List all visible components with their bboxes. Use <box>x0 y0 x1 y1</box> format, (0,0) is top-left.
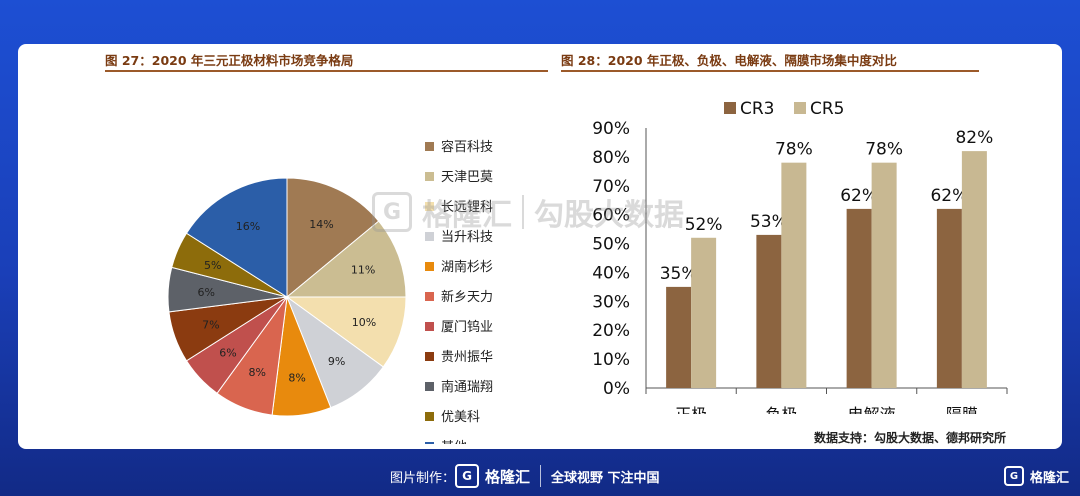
pie-slice-label: 14% <box>309 218 333 231</box>
bar-value-label: 53% <box>750 212 788 232</box>
pie-slice-label: 10% <box>352 316 376 329</box>
pie-slice-label: 5% <box>204 259 221 272</box>
bar-value-label: 62% <box>840 186 878 206</box>
legend-swatch <box>794 102 806 114</box>
pie-slice-label: 16% <box>236 220 260 233</box>
legend-label: 长远锂科 <box>441 200 493 215</box>
legend-swatch <box>425 232 434 241</box>
brand-logo-icon: G <box>455 464 480 488</box>
corner-brand: G 格隆汇 <box>1004 464 1069 488</box>
bar-cr5 <box>781 162 807 388</box>
legend-label: 天津巴莫 <box>441 170 493 185</box>
legend-label: 当升科技 <box>441 230 493 245</box>
pie-slice-label: 9% <box>328 355 345 368</box>
footer-brand: 格隆汇 <box>485 467 531 486</box>
footer-bar: 图片制作： G 格隆汇 全球视野 下注中国 G 格隆汇 <box>0 456 1080 496</box>
legend-swatch <box>425 322 434 331</box>
watermark: G 格隆汇 勾股大数据 <box>372 186 702 238</box>
right-figure-title: 图 28：2020 年正极、负极、电解液、隔膜市场集中度对比 <box>561 53 897 68</box>
pie-slice-label: 8% <box>248 366 265 379</box>
footer-made-by: 图片制作： <box>390 470 456 486</box>
bar-value-label: 78% <box>775 140 813 160</box>
bar-chart: 0% 10% 20% 30% 40% 50% 60% 70% 80% 90% 35% 52% 正极 53%… <box>592 99 1008 414</box>
legend-swatch <box>425 292 434 301</box>
bar-cr5 <box>961 151 987 388</box>
legend-swatch <box>724 102 736 114</box>
pie-slice <box>185 177 288 298</box>
y-tick-label: 70% <box>592 177 630 197</box>
pie-slice-label: 8% <box>288 371 305 384</box>
bar-value-label: 82% <box>955 128 993 148</box>
pie-slice-label: 6% <box>219 346 236 359</box>
legend-swatch <box>425 172 434 181</box>
pie-chart: 14% 11% 10% 9% 8% 8% 6% 7% 6% 5% 16% 容百科技天津巴莫长远锂科当升… <box>167 139 493 444</box>
watermark-logo-icon: G <box>372 192 412 232</box>
pie-slice <box>285 220 407 298</box>
pie-slice <box>286 177 380 299</box>
x-category-label: 电解液 <box>848 405 896 414</box>
bar-cr3 <box>666 286 692 388</box>
x-category-label: 隔膜 <box>946 405 978 414</box>
footer-credit: 图片制作： G 格隆汇 全球视野 下注中国 <box>390 464 660 488</box>
legend-label: 容百科技 <box>441 139 493 155</box>
pie-slice-label: 6% <box>198 286 215 299</box>
right-title-rule <box>561 70 979 72</box>
legend-label: 其他 <box>441 440 467 444</box>
legend-label: 厦门钨业 <box>441 319 493 335</box>
bar-value-label: 35% <box>660 264 698 284</box>
x-category-label: 负极 <box>765 405 797 414</box>
footer-slogan: 全球视野 下注中国 <box>551 470 660 486</box>
pie-slice-label: 7% <box>202 318 219 331</box>
watermark-brand: 格隆汇 <box>422 198 512 233</box>
x-category-label: 正极 <box>675 405 707 414</box>
corner-logo-icon: G <box>1004 466 1024 486</box>
bar-value-label: 62% <box>930 186 968 206</box>
legend-swatch <box>425 382 434 391</box>
bar-cr5 <box>691 237 717 388</box>
y-tick-label: 20% <box>592 321 630 341</box>
y-tick-label: 30% <box>592 292 630 312</box>
source-note: 数据支持：勾股大数据、德邦研究所 <box>814 431 1007 445</box>
legend-label: CR3 <box>740 99 775 119</box>
y-tick-label: 50% <box>592 235 630 255</box>
y-tick-label: 10% <box>592 350 630 370</box>
legend-swatch <box>425 202 434 211</box>
y-tick-label: 40% <box>592 263 630 283</box>
watermark-text: 勾股大数据 <box>534 198 684 233</box>
watermark-divider <box>522 195 524 229</box>
legend-label: 贵州振华 <box>441 350 493 365</box>
legend-swatch <box>425 262 434 271</box>
left-title-rule <box>105 70 548 72</box>
legend-label: 优美科 <box>441 410 480 425</box>
corner-brand-text: 格隆汇 <box>1030 470 1070 486</box>
bar-cr3 <box>936 208 962 388</box>
report-card: 图 27：2020 年三元正极材料市场竞争格局 图 28：2020 年正极、负极… <box>18 44 1062 449</box>
legend-label: 湖南杉杉 <box>441 259 493 275</box>
y-tick-label: 0% <box>603 379 630 399</box>
y-tick-label: 60% <box>592 206 630 226</box>
legend-swatch <box>425 412 434 421</box>
pie-slice-label: 11% <box>351 264 375 277</box>
legend-swatch <box>425 142 434 151</box>
y-tick-label: 80% <box>592 148 630 168</box>
bar-value-label: 78% <box>865 140 903 160</box>
legend-label: CR5 <box>810 99 845 119</box>
legend-swatch <box>425 442 434 444</box>
pie-slice <box>285 296 407 368</box>
legend-label: 新乡天力 <box>441 289 493 305</box>
legend-label: 南通瑞翔 <box>441 379 493 395</box>
legend-swatch <box>425 352 434 361</box>
left-figure-title: 图 27：2020 年三元正极材料市场竞争格局 <box>105 53 354 68</box>
y-tick-label: 90% <box>592 119 630 139</box>
bar-value-label: 52% <box>685 215 723 235</box>
bar-cr5 <box>871 162 897 388</box>
bar-cr3 <box>756 234 782 388</box>
bar-cr3 <box>846 208 872 388</box>
footer-divider <box>540 465 542 487</box>
